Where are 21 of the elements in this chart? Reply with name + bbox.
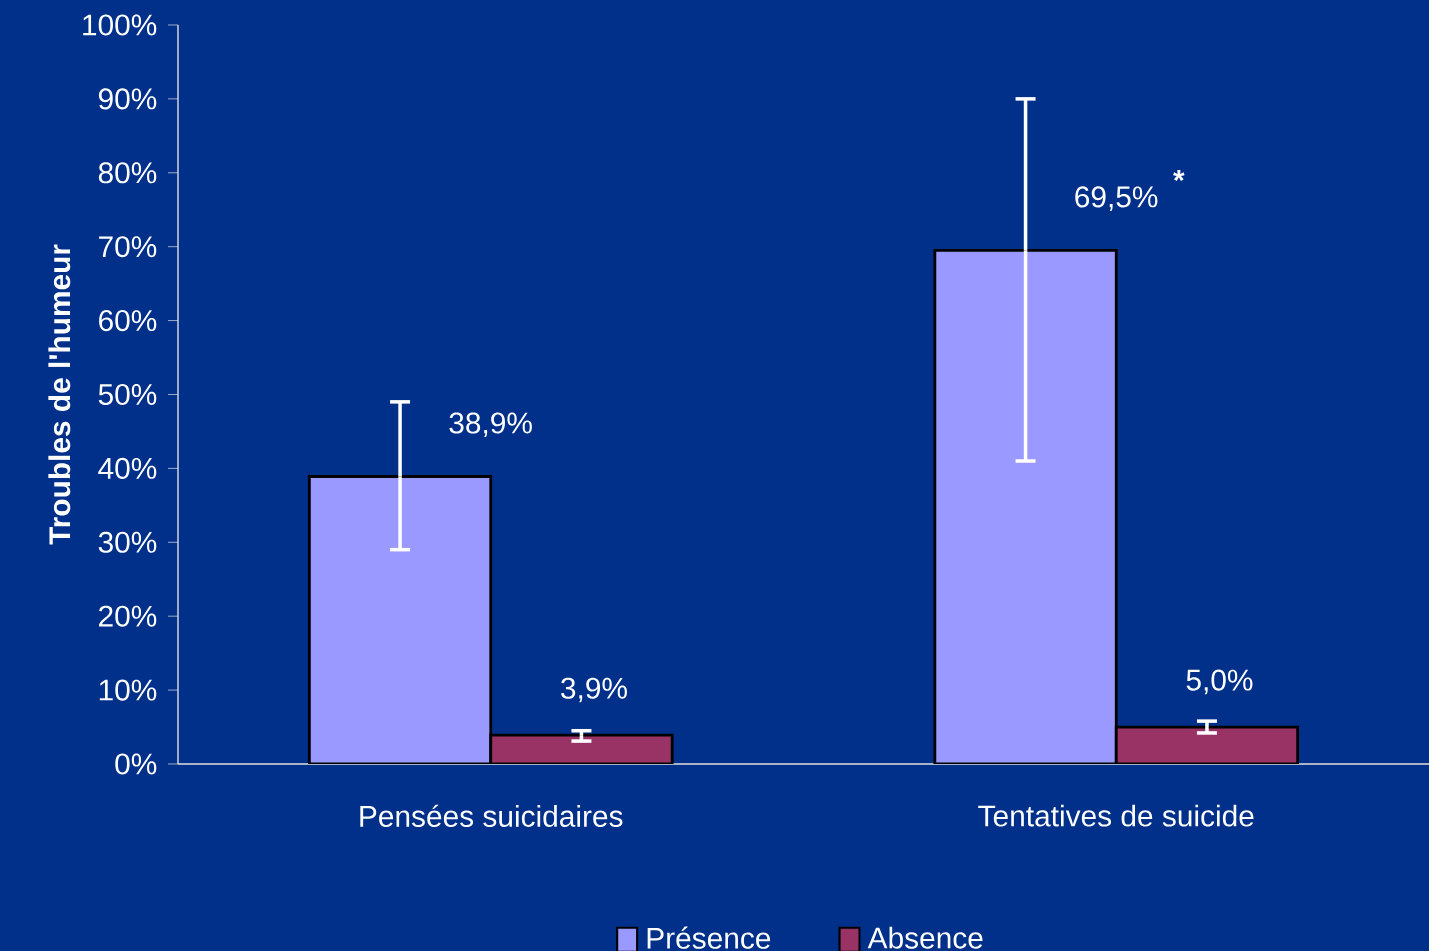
y-axis-title: Troubles de l'humeur: [48, 244, 71, 545]
y-tick-label: 40%: [98, 457, 157, 479]
y-tick-label: 10%: [99, 679, 157, 701]
legend-label: Présence: [647, 926, 771, 949]
y-tick-label: 50%: [98, 383, 157, 406]
data-label: 3,9%: [561, 677, 627, 703]
y-tick-label: 90%: [98, 88, 157, 110]
y-tick-label: 60%: [99, 310, 157, 332]
y-tick-label: 70%: [99, 236, 157, 258]
x-tick-label: Tentatives de suicide: [978, 804, 1254, 827]
x-tick-label: Pensées suicidaires: [360, 804, 623, 827]
data-label: 38,9%: [449, 412, 532, 438]
y-tick-label: 20%: [99, 605, 157, 627]
data-label: 69,5%: [1075, 186, 1158, 211]
annotation: *: [1173, 169, 1185, 182]
y-tick-label: 30%: [98, 531, 157, 553]
y-tick-label: 80%: [98, 162, 157, 184]
y-tick-label: 0%: [115, 753, 157, 775]
data-label: 5,0%: [1186, 669, 1253, 695]
legend-label: Absence: [867, 926, 983, 949]
y-tick-label: 100%: [83, 14, 157, 36]
